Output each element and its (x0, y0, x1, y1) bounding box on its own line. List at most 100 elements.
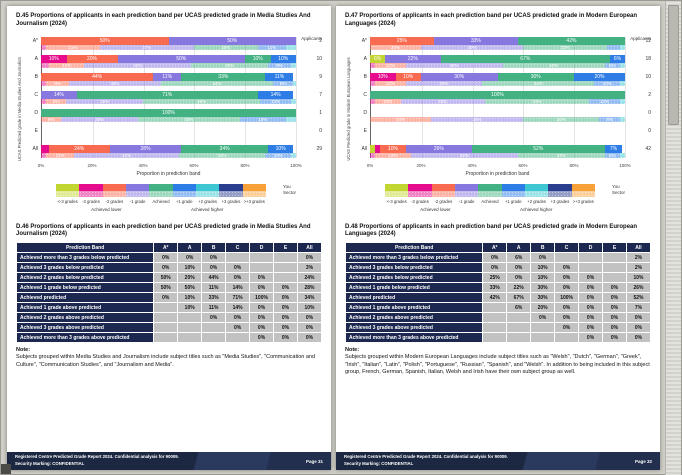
bar-segment--1grade: 36% (69, 80, 161, 86)
scrollbar-thumb[interactable] (668, 5, 679, 125)
bar-segment--1grade: 28% (109, 144, 182, 153)
y-axis-label: UCAS Predicted grade in Media Studies An… (17, 57, 22, 162)
legend-swatch-you (548, 183, 572, 191)
applicant-count: 2 (648, 91, 651, 98)
legend-item (385, 183, 409, 197)
scrollbar-track[interactable] (665, 1, 681, 475)
value-cell: 0% (225, 322, 251, 334)
value-cell (177, 322, 203, 334)
you-bar (370, 109, 625, 117)
legend-series-labels: You Sector (283, 184, 296, 197)
row-label-cell: Achieved more than 3 grades below predic… (344, 252, 484, 264)
legend-swatch-you (524, 183, 549, 191)
legend: You Sector <-3 grades -3 grades -2 grades -1 … (56, 183, 296, 216)
legend-swatch-you (79, 183, 103, 191)
legend-swatch-you (149, 183, 173, 191)
applicants-column-header: Applicants (301, 35, 322, 41)
bar-segment-Achieved: 34% (517, 152, 605, 158)
value-cell: 52% (625, 292, 652, 304)
table-header-cell: A* (153, 242, 179, 254)
value-cell (578, 262, 604, 274)
legend-item (125, 183, 150, 197)
legend-item (79, 183, 103, 197)
value-cell: 22% (506, 282, 532, 294)
bar-segment--3grades: 10% (41, 54, 67, 63)
legend-item (102, 183, 126, 197)
bar-segment-Achieved: 100% (41, 108, 296, 117)
legend-item (524, 183, 549, 197)
bar-segment--1grade: 30% (405, 80, 483, 86)
footer-text: Registered Centre Predicted Grade Report… (344, 454, 508, 468)
footer-report-title: Registered Centre Predicted Grade Report… (15, 454, 179, 460)
legend-swatch-sector (125, 190, 150, 197)
x-axis-ticks: 0% 20% 40% 60% 80% 100% (366, 162, 631, 170)
value-cell (602, 272, 627, 284)
bar-segment-+1grade: 18% (239, 116, 286, 122)
x-tick-label: 60% (189, 162, 199, 168)
sector-bar: 14% 42% 34% 6% (370, 152, 625, 158)
bar-segment-Achieved: 30% (497, 72, 574, 81)
grade-tick-label: A* (361, 37, 367, 44)
value-cell (530, 332, 556, 344)
sector-bar: 24% 36% 30% 8% (370, 116, 625, 122)
applicant-count: 29 (316, 145, 322, 152)
legend-label: -3 grades (411, 198, 429, 204)
grade-tick-label: B (363, 73, 367, 80)
value-cell: 0% (273, 322, 298, 334)
value-cell: 34% (296, 292, 323, 304)
grade-bars: 6% 22% 67% 6% 12% 38% 40% 6% (370, 54, 625, 68)
table-row: Achieved 3 grades below predicted 0% 0% 10%… (344, 262, 652, 274)
bar-segment--2grades: 20% (66, 54, 118, 63)
bar-segment--2grades: 21% (46, 44, 100, 50)
value-cell: 3% (296, 262, 323, 274)
bar-segment--3grades (41, 62, 49, 68)
value-cell: 0% (153, 252, 179, 264)
sector-bar: 10% 33% 41% 12% (370, 98, 625, 104)
grade-tick-label: E (34, 127, 38, 134)
sector-bar: 14% 42% 30% 9% (41, 62, 296, 68)
value-cell (177, 312, 203, 324)
value-cell (153, 302, 179, 314)
bar-segment--3grades: 10% (370, 72, 396, 81)
row-label-cell: Achieved more than 3 grades below predic… (15, 252, 155, 264)
legend-swatch-you (102, 183, 126, 191)
bar-segment--2grades: 20% (370, 44, 421, 50)
value-cell: 100% (249, 292, 275, 304)
sector-bar: 9% 36% 44% 8% (41, 80, 296, 86)
row-label-cell: Achieved predicted (15, 292, 155, 304)
grade-tick-label: E (363, 127, 367, 134)
bar-segment-+2grades (619, 152, 625, 158)
x-tick-label: 0% (366, 162, 374, 168)
value-cell (506, 332, 532, 344)
legend-label: -2 grades (434, 198, 453, 204)
legend-item (408, 183, 432, 197)
value-cell: 0% (482, 252, 508, 264)
bar-segment--1grade: 30% (61, 116, 138, 122)
bar-segment-Achieved: 46% (142, 98, 261, 104)
table-header-cell: B (530, 242, 556, 254)
value-cell (201, 332, 227, 344)
bar-segment--3grades (375, 144, 381, 153)
bar-segment-+1grade: 11% (265, 72, 294, 81)
row-label-cell: Achieved more than 3 grades above predic… (15, 332, 155, 344)
chart-row: B 10% 10% 30% 30% 20% 12% 30% 44% 10% 10 (355, 72, 651, 86)
bar-segment-Achieved: 100% (370, 90, 625, 99)
grade-tick-label: C (34, 91, 38, 98)
bar-segment-Achieved: 33% (523, 44, 608, 50)
grade-bars: 25% 33% 42% 20% 40% 33% (370, 36, 625, 50)
legend-swatch-sector (219, 190, 243, 197)
value-cell: 30% (530, 282, 556, 294)
bar-segment--3grades (41, 80, 47, 86)
bar-segment-+1grade: 10% (265, 152, 291, 158)
table-header-cell: E (602, 242, 627, 254)
bar-segment--1grade: 33% (400, 98, 485, 104)
legend-swatch-sector (454, 190, 479, 197)
footer-security-marking: Security Marking: CONFIDENTIAL (15, 461, 85, 466)
value-cell: 0% (602, 332, 627, 344)
bar-segment--2grades: 25% (370, 36, 434, 45)
applicant-count: 0 (648, 109, 651, 116)
legend-swatch-sector (524, 190, 549, 197)
value-cell: 0% (506, 262, 532, 274)
window-corner (1, 464, 11, 474)
